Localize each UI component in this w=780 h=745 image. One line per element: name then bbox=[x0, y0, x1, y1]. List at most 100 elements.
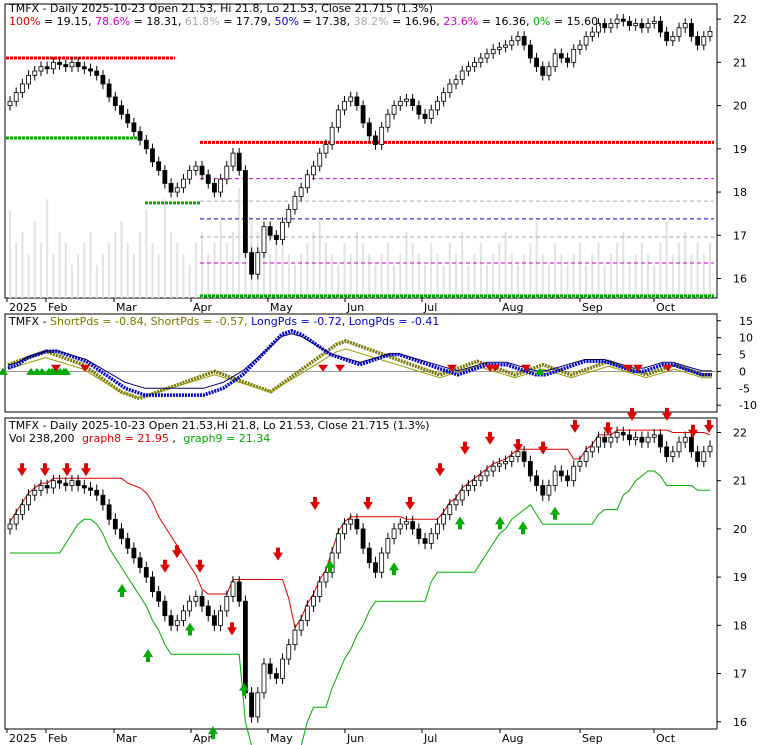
candle-body bbox=[94, 70, 100, 76]
volume-bar bbox=[58, 232, 61, 298]
y-tick-label: 18 bbox=[733, 619, 747, 632]
candle-body bbox=[441, 514, 447, 525]
candle-body bbox=[546, 66, 552, 76]
candle-body bbox=[193, 596, 199, 602]
volume-bar bbox=[585, 265, 588, 298]
volume-bar bbox=[535, 221, 538, 298]
candle-body bbox=[38, 485, 44, 491]
candle-body bbox=[112, 96, 118, 107]
y-tick-label: 22 bbox=[733, 13, 747, 26]
volume-bar bbox=[188, 265, 191, 298]
candle-body bbox=[162, 600, 168, 617]
candle-body bbox=[596, 436, 601, 448]
price2-panel-title: TMFX - Daily 2025-10-23 Open 21.53,Hi 21… bbox=[8, 419, 430, 432]
candle-body bbox=[329, 126, 335, 145]
x-tick-label: Jul bbox=[423, 732, 437, 745]
candle-body bbox=[645, 436, 651, 443]
candle-body bbox=[13, 92, 19, 102]
volume-bar bbox=[603, 265, 606, 298]
candle-body bbox=[131, 122, 137, 132]
price-panel-frame bbox=[4, 3, 718, 299]
volume-bar bbox=[176, 243, 179, 298]
x-tick-label: Feb bbox=[48, 732, 67, 745]
candle-body bbox=[57, 480, 62, 484]
fib-level-label: 0% bbox=[533, 15, 554, 28]
volume-bar bbox=[504, 232, 507, 298]
volume-bar bbox=[337, 265, 340, 298]
oscillator-legend-item: LongPds = -0.41 bbox=[349, 315, 440, 328]
candle-body bbox=[589, 31, 595, 37]
sell-arrow bbox=[273, 547, 283, 561]
candle-body bbox=[360, 528, 366, 549]
candle-body bbox=[639, 436, 645, 443]
volume-bar bbox=[380, 254, 383, 298]
volume-bar bbox=[560, 254, 563, 298]
candle-body bbox=[335, 109, 341, 128]
candle-body bbox=[106, 83, 112, 98]
candle-body bbox=[385, 113, 391, 128]
volume-bar bbox=[709, 243, 711, 298]
candle-body bbox=[236, 152, 242, 171]
volume-bar bbox=[225, 243, 228, 298]
graph9-label: graph9 = 21.34 bbox=[183, 432, 270, 445]
volume-bar bbox=[64, 243, 67, 298]
candle-body bbox=[614, 432, 620, 438]
x-tick-label: Aug bbox=[502, 732, 523, 745]
candle-body bbox=[100, 494, 106, 506]
candle-body bbox=[63, 482, 69, 486]
sell-arrow bbox=[688, 424, 698, 438]
volume-bar bbox=[114, 232, 117, 298]
candle-body bbox=[633, 23, 639, 27]
y-tick-label: 19 bbox=[733, 143, 747, 156]
fib-level-value: = 19.15, bbox=[44, 15, 95, 28]
candle-body bbox=[205, 605, 211, 617]
sell-arrow bbox=[310, 497, 320, 511]
x-tick-label: Jun bbox=[346, 732, 364, 745]
candle-body bbox=[366, 122, 372, 137]
candle-body bbox=[280, 658, 285, 679]
x-tick-label: Jun bbox=[346, 301, 364, 314]
volume-bar bbox=[89, 232, 92, 298]
candle-body bbox=[484, 53, 490, 59]
volume-bar bbox=[145, 210, 148, 298]
buy-arrow bbox=[239, 682, 249, 696]
fib-level-value: = 15.60, bbox=[554, 15, 602, 28]
buy-arrow bbox=[61, 367, 71, 375]
candle-body bbox=[181, 610, 186, 621]
candle-body bbox=[373, 135, 378, 145]
resistance-step-line bbox=[9, 429, 711, 629]
candle-body bbox=[261, 663, 267, 694]
x-tick-label: 2025 bbox=[9, 301, 37, 314]
sell-arrow bbox=[172, 545, 182, 559]
candle-body bbox=[707, 31, 713, 37]
sell-arrow bbox=[335, 364, 345, 372]
candle-body bbox=[38, 66, 44, 72]
candle-body bbox=[298, 187, 304, 197]
x-tick-label: Sep bbox=[582, 732, 603, 745]
fib-level-label: 61.8% bbox=[185, 15, 223, 28]
fib-level-value: = 18.31, bbox=[134, 15, 185, 28]
volume-bar bbox=[170, 232, 173, 298]
y-tick-label: 0 bbox=[739, 365, 746, 378]
price2-panel-frame bbox=[4, 417, 718, 730]
candle-body bbox=[311, 596, 316, 607]
x-tick-label: Oct bbox=[656, 301, 676, 314]
candle-body bbox=[249, 252, 254, 275]
x-tick-label: Aug bbox=[502, 301, 523, 314]
volume-bar bbox=[430, 243, 433, 298]
candle-body bbox=[280, 221, 285, 241]
volume-bar bbox=[702, 254, 705, 298]
volume-bar bbox=[436, 254, 439, 298]
candle-body bbox=[273, 673, 279, 679]
candle-body bbox=[583, 451, 589, 462]
candle-body bbox=[509, 456, 515, 462]
volume-bar bbox=[665, 221, 668, 298]
volume-bar bbox=[678, 243, 681, 298]
sell-arrow bbox=[627, 407, 637, 421]
volume-bar bbox=[275, 232, 278, 298]
volume-bar bbox=[572, 254, 575, 298]
volume-bar bbox=[52, 254, 55, 298]
candle-body bbox=[527, 460, 533, 477]
fib-level-label: 38.2% bbox=[354, 15, 392, 28]
candle-body bbox=[466, 66, 471, 72]
